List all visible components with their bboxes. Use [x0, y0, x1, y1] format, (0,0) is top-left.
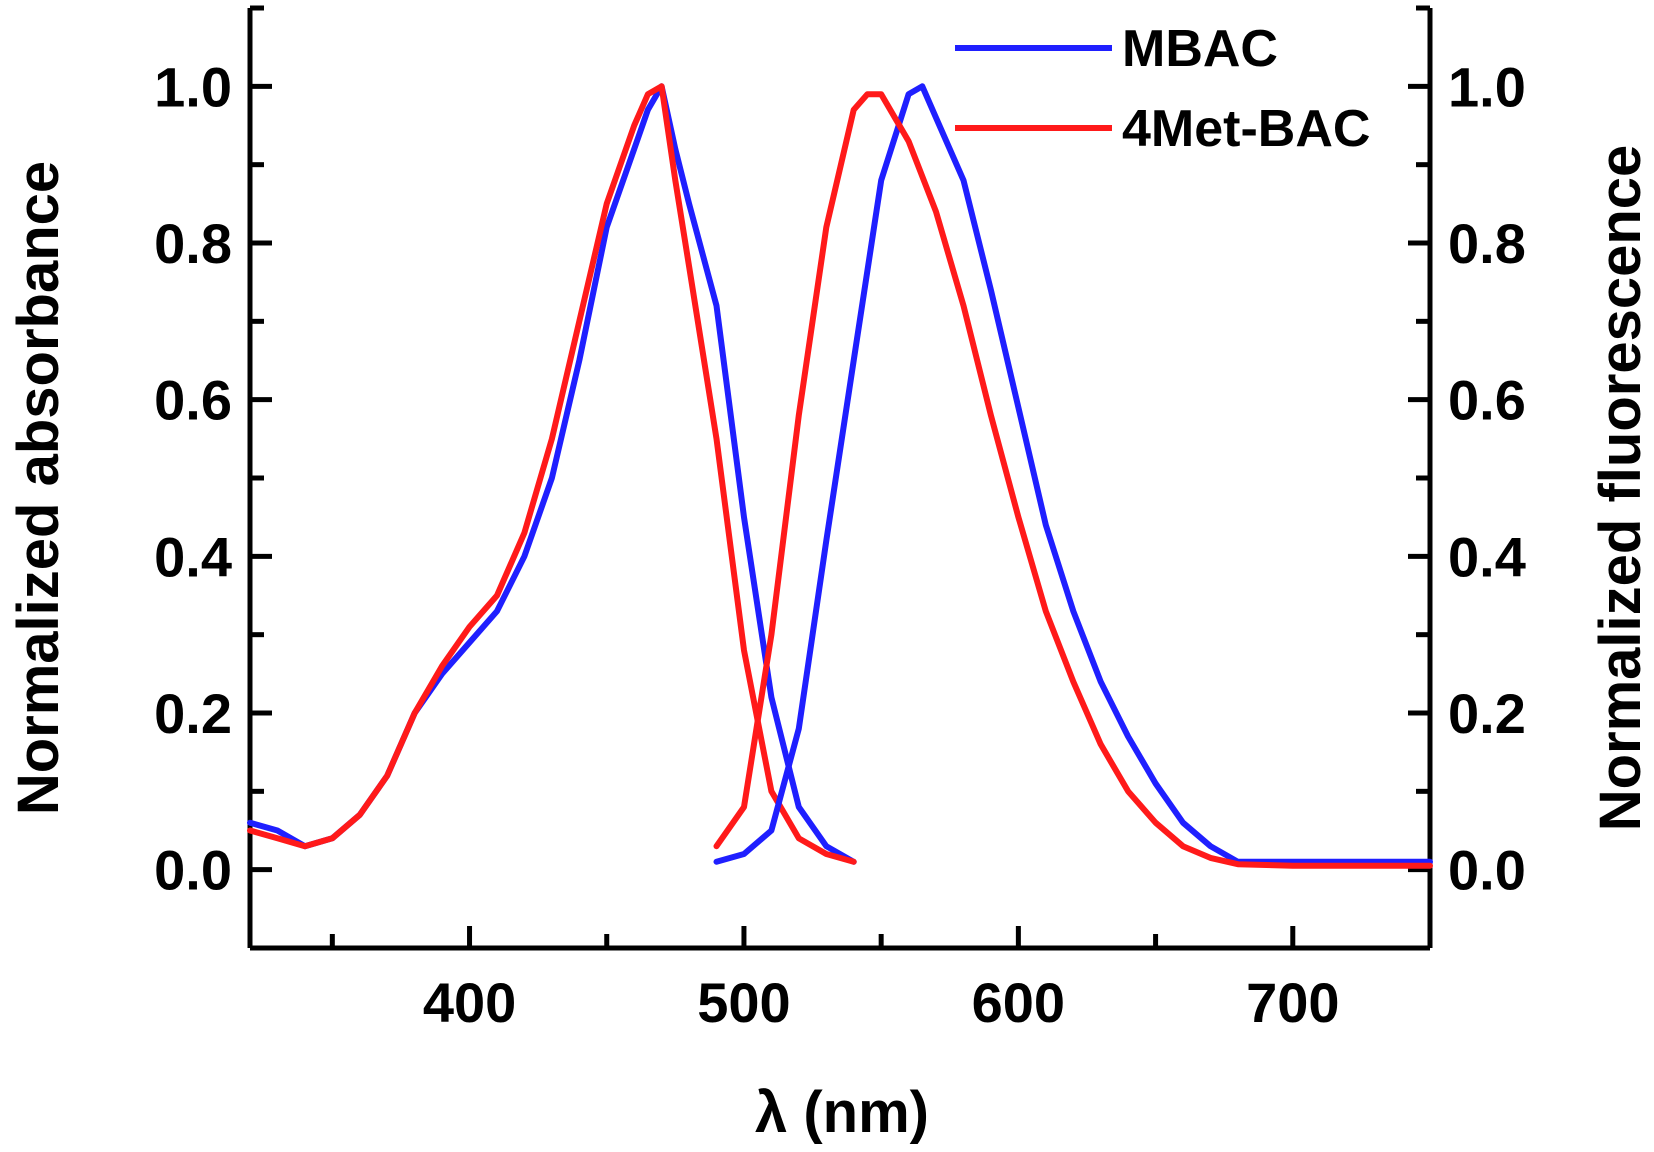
x-axis-ticks: 400 500 600 700 — [329, 926, 1433, 1034]
y-axis-ticks: 0.0 0.0 0.2 0.2 0.4 0.4 0.6 0.6 0.8 0.8 1.0 1.0 — [154, 5, 1526, 951]
left-y-tick-label: 0.2 — [154, 682, 232, 745]
x-tick-label: 600 — [972, 971, 1065, 1034]
left-y-tick-label: 0.8 — [154, 212, 232, 275]
x-tick-label: 400 — [423, 971, 516, 1034]
left-y-tick-label: 0.6 — [154, 369, 232, 432]
right-y-tick-label: 0.0 — [1448, 839, 1526, 902]
right-y-tick-label: 1.0 — [1448, 55, 1526, 118]
legend: MBAC 4Met-BAC — [955, 20, 1370, 158]
left-y-tick-label: 1.0 — [154, 55, 232, 118]
series-line-mbac-fluorescence — [713, 83, 1433, 865]
right-y-tick-label: 0.4 — [1448, 525, 1526, 588]
x-tick-label: 700 — [1246, 971, 1339, 1034]
legend-label-mbac: MBAC — [1122, 20, 1278, 78]
x-axis-title: λ (nm) — [755, 1080, 929, 1145]
left-y-tick-label: 0.0 — [154, 839, 232, 902]
right-y-axis-title: Normalized fluorescence — [1588, 145, 1653, 832]
left-y-tick-label: 0.4 — [154, 525, 232, 588]
series-layer — [247, 83, 1433, 869]
right-y-tick-label: 0.6 — [1448, 369, 1526, 432]
right-y-tick-label: 0.2 — [1448, 682, 1526, 745]
legend-label-4met-bac: 4Met-BAC — [1122, 100, 1370, 158]
series-line-4met-bac-fluorescence — [713, 91, 1433, 869]
x-tick-label: 500 — [697, 971, 790, 1034]
left-y-axis-title: Normalized absorbance — [6, 161, 71, 815]
series-line-4met-bac-absorbance — [247, 83, 857, 865]
right-y-tick-label: 0.8 — [1448, 212, 1526, 275]
